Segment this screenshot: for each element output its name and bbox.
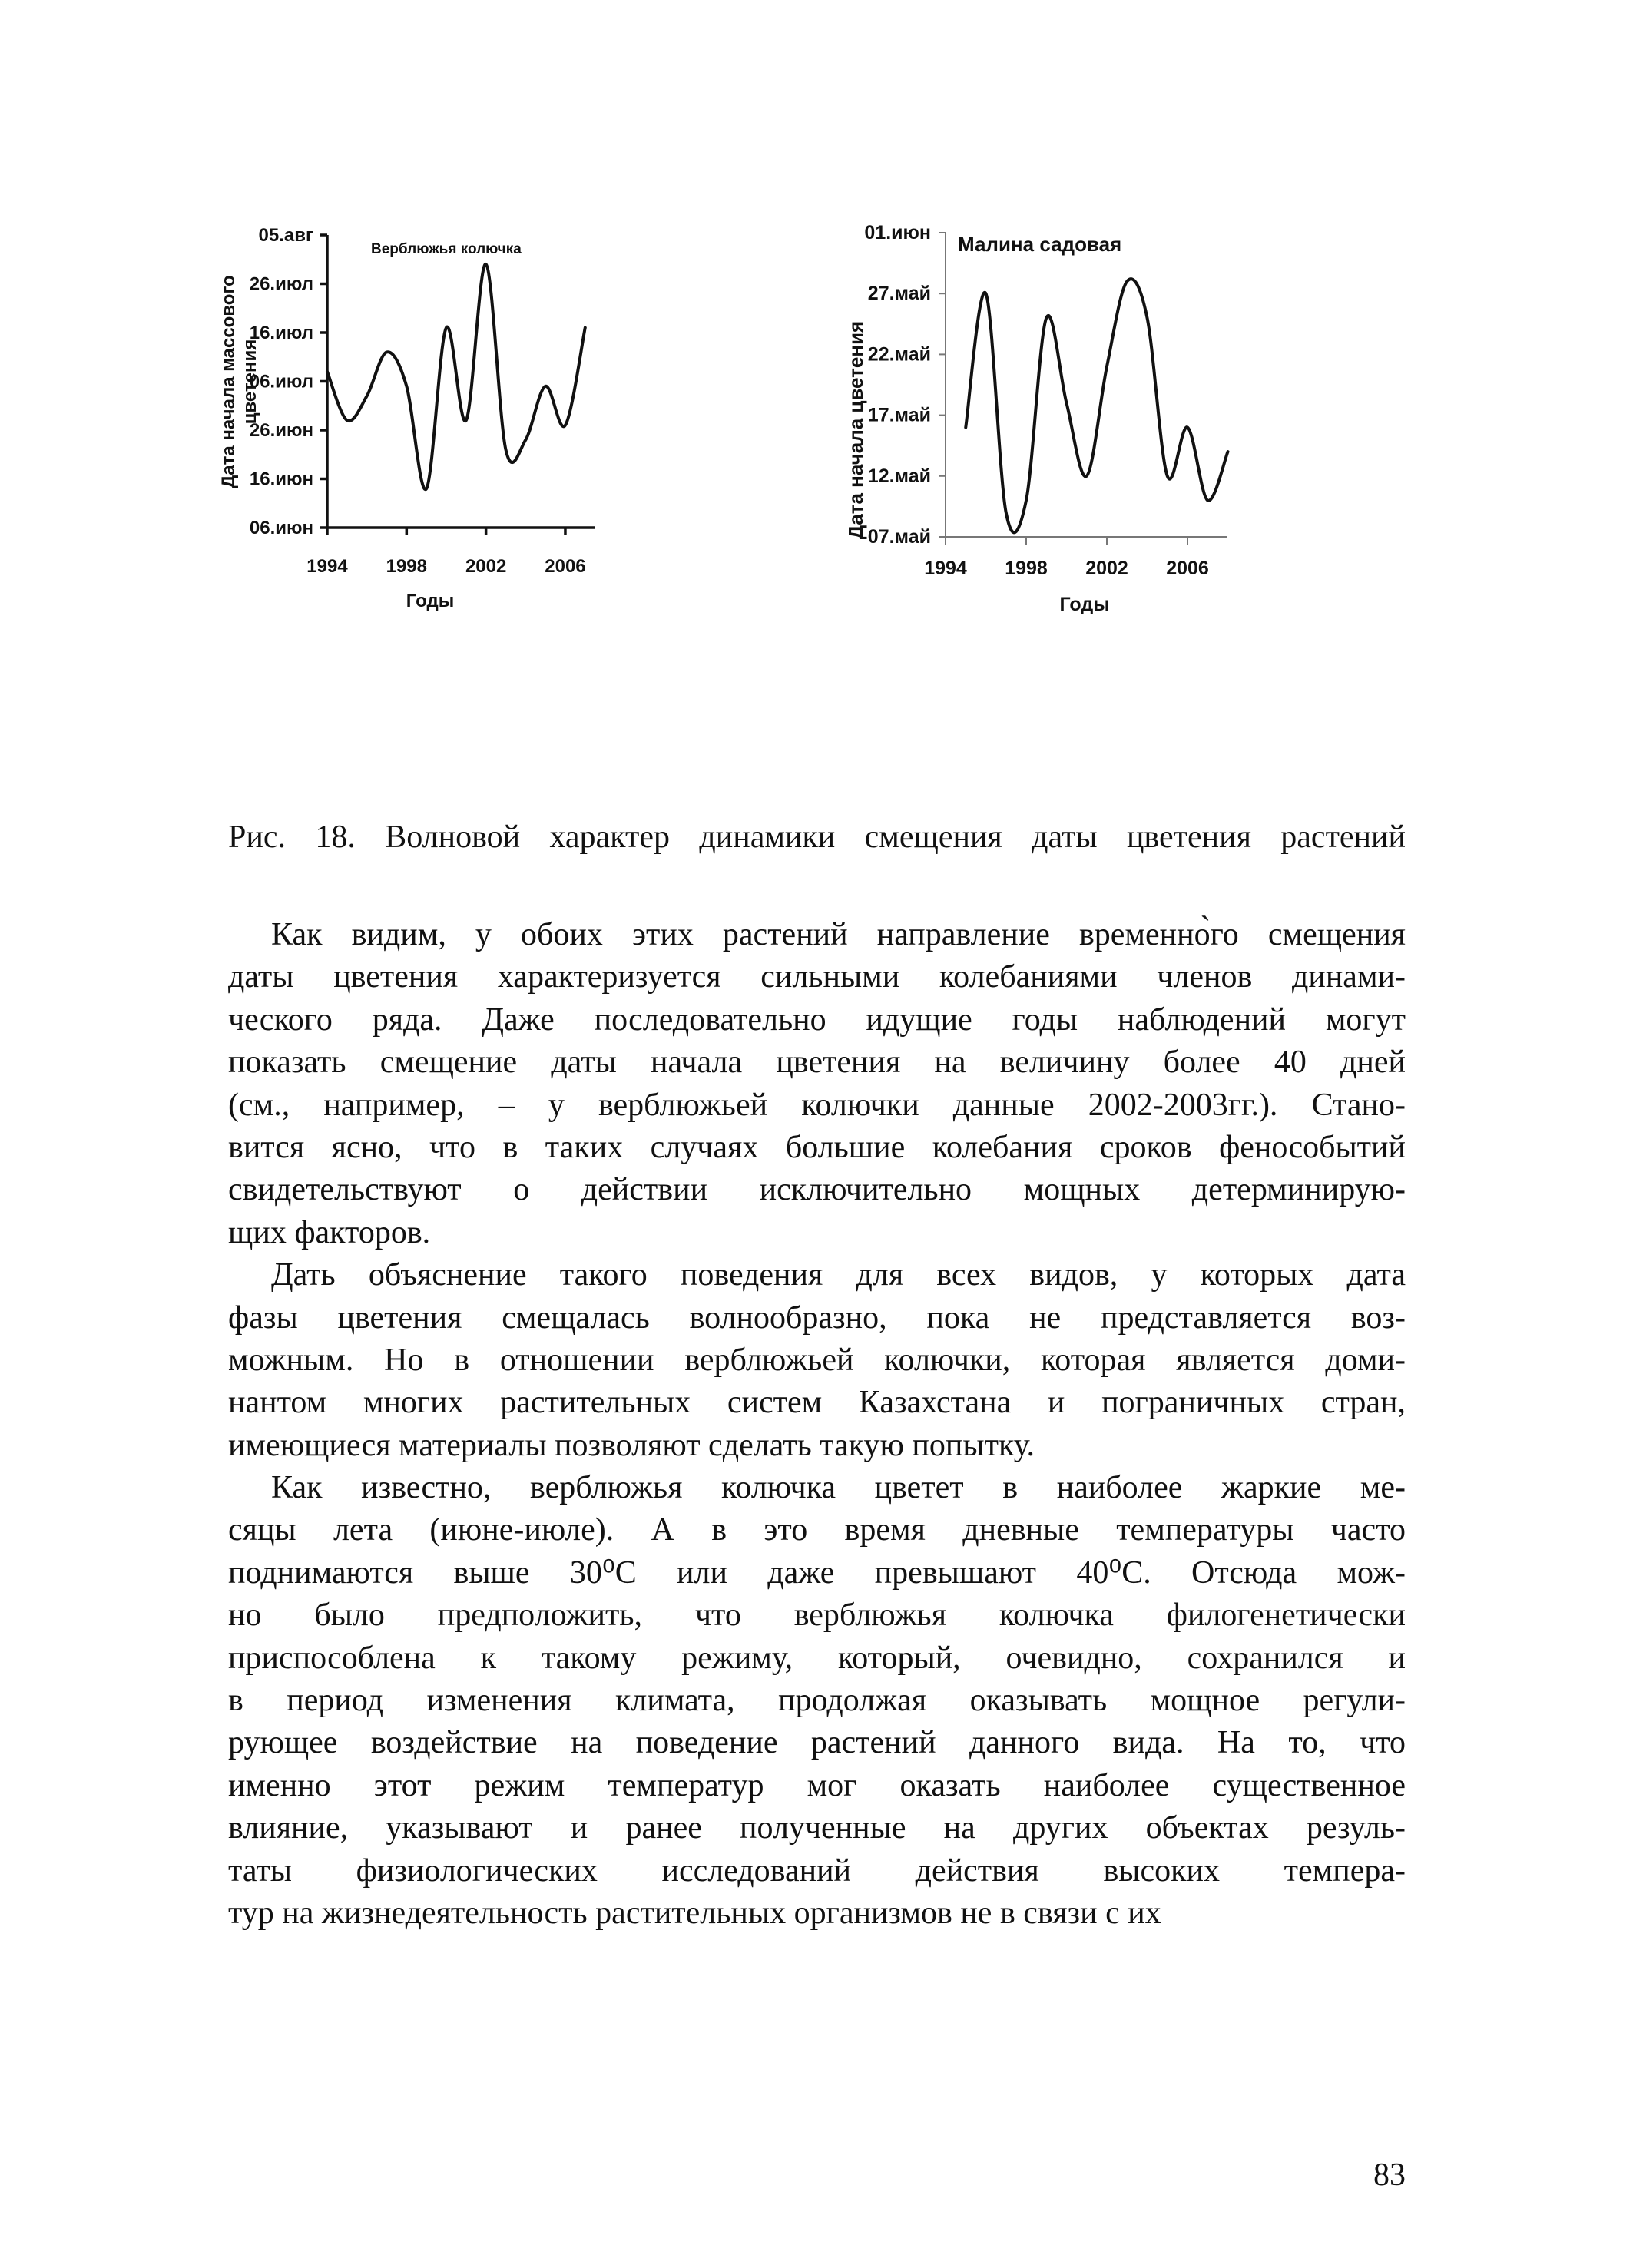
text-line: нантом многих растительных систем Казахс… [228,1385,1406,1421]
text-line: поднимаются выше 30⁰С или даже превышают… [228,1554,1406,1591]
text-line: можным. Но в отношении верблюжьей колючк… [228,1342,1406,1378]
chart-2: 07.май 12.май 17.май 22.май 27.май 01.июн 1994… [844,222,1230,615]
x-tick-label: 2002 [465,556,506,577]
y-tick-label: 16.июн [250,469,313,490]
y-tick-label: 07.май [868,526,931,548]
x-tick-label: 1994 [924,558,967,579]
paragraph: Как видим, у обоих этих растений направл… [228,914,1406,1254]
x-axis-label: Годы [1059,594,1109,615]
figure-charts: 06.июн 16.июн 26.июн 06.июл 16.июл 26.июл 05.а… [218,222,1230,615]
chart-title: Малина садовая [958,233,1121,256]
y-tick-label: 22.май [868,343,931,365]
x-tick-label: 2002 [1085,558,1128,579]
text-line: Как видим, у обоих этих растений направл… [271,917,1406,952]
y-tick-label: 05.авг [259,225,313,246]
text-line: (см., например, – у верблюжьей колючки д… [228,1087,1406,1123]
chart-title: Верблюжья колючка [371,241,522,257]
text-line: Дать объяснение такого поведения для все… [271,1257,1406,1293]
series-line [964,277,1230,535]
y-tick-label: 12.май [868,465,931,487]
y-tick-label: 06.июн [250,518,313,538]
y-tick-label: 26.июн [250,420,313,441]
body-text: Как видим, у обоих этих растений направл… [228,914,1406,1935]
text-line: имеющиеся материалы позволяют сделать та… [228,1427,1035,1463]
text-line: приспособлена к такому режиму, который, … [228,1640,1406,1676]
y-tick-label: 06.июл [250,372,313,392]
series-line [326,263,587,491]
text-line: вится ясно, что в таких случаях большие … [228,1129,1406,1165]
text-line: Как известно, верблюжья колючка цветет в… [271,1470,1406,1506]
text-line: влияние, указывают и ранее полученные на… [228,1810,1406,1846]
chart-1: 06.июн 16.июн 26.июн 06.июл 16.июл 26.июл 05.а… [218,225,595,611]
y-axis-label: Дата начала массового [218,275,239,488]
y-tick-label: 16.июл [250,323,313,343]
x-axis-label: Годы [406,591,454,611]
text-line: фазы цветения смещалась волнообразно, по… [228,1300,1406,1336]
y-axis-label: цветения [240,339,260,425]
text-line: даты цветения характеризуется сильными к… [228,959,1406,995]
text-line: в период изменения климата, продолжая ок… [228,1683,1406,1719]
x-tick-label: 1998 [1005,558,1048,579]
x-tick-label: 2006 [545,556,585,577]
y-tick-label: 27.май [868,283,931,304]
text-line: щих факторов. [228,1214,431,1250]
text-line: но было предположить, что верблюжья колю… [228,1598,1406,1634]
x-tick-label: 1994 [306,556,348,577]
page-number: 83 [1373,2157,1406,2193]
y-axis-label: Дата начала цветения [844,321,867,539]
text-line: показать смещение даты начала цветения н… [228,1045,1406,1081]
paragraph: Как известно, верблюжья колючка цветет в… [228,1467,1406,1935]
text-line: таты физиологических исследований действ… [228,1852,1406,1889]
text-line: свидетельствуют о действии исключительно… [228,1172,1406,1208]
text-line: тур на жизнедеятельность растительных ор… [228,1895,1161,1931]
text-line: рующее воздействие на поведение растений… [228,1725,1406,1761]
figure-caption: Рис. 18. Волновой характер динамики смещ… [228,819,1406,855]
text-line: сяцы лета (июне-июле). А в это время дне… [228,1512,1406,1548]
x-tick-label: 2006 [1166,558,1209,579]
y-tick-label: 01.июн [864,222,931,243]
text-line: ческого ряда. Даже последовательно идущи… [228,1002,1406,1038]
paragraph: Дать объяснение такого поведения для все… [228,1254,1406,1467]
y-tick-label: 17.май [868,405,931,426]
y-tick-label: 26.июл [250,274,313,295]
text-line: именно этот режим температур мог оказать… [228,1767,1406,1803]
x-tick-label: 1998 [386,556,427,577]
